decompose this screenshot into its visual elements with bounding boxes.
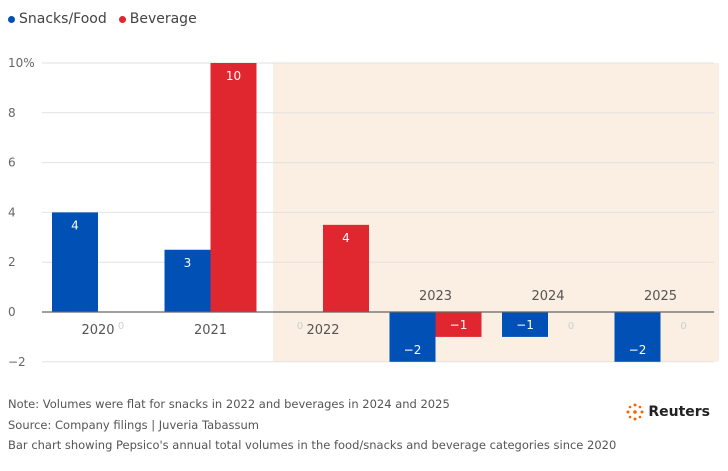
y-tick-label: 4 xyxy=(8,205,16,219)
x-tick-label: 2021 xyxy=(194,323,227,338)
reuters-logo: Reuters xyxy=(626,403,710,421)
x-tick-label: 2024 xyxy=(531,289,564,304)
x-tick-label: 2023 xyxy=(419,289,452,304)
data-label: 4 xyxy=(342,231,350,245)
data-label: −2 xyxy=(629,343,647,357)
x-tick-label: 2020 xyxy=(81,323,114,338)
chart-description: Bar chart showing Pepsico's annual total… xyxy=(8,438,617,452)
bar-chart: −2 0 2 4 6 8 10% 4 3 0 −2 −1 −2 0 10 4 −1 0 0 2020 2021 2022 2… xyxy=(8,56,719,369)
chart-source: Source: Company filings | Juveria Tabass… xyxy=(8,418,259,432)
data-label: −1 xyxy=(450,318,468,332)
bar xyxy=(389,312,436,362)
bar xyxy=(614,312,661,362)
zero-value-label: 0 xyxy=(680,321,686,332)
legend-label-beverage: Beverage xyxy=(129,11,197,27)
bar xyxy=(323,224,369,312)
data-label: 10 xyxy=(226,69,241,83)
data-label: 4 xyxy=(71,218,79,232)
reuters-logo-text: Reuters xyxy=(648,404,710,420)
chart-note: Note: Volumes were flat for snacks in 20… xyxy=(8,397,450,411)
beverage-color-swatch xyxy=(118,15,126,23)
zero-value-label: 0 xyxy=(118,321,124,332)
legend-item-beverage: Beverage xyxy=(118,11,197,27)
data-label: −1 xyxy=(516,318,534,332)
bar xyxy=(435,312,482,337)
data-label: 3 xyxy=(184,256,192,270)
snacks-color-swatch xyxy=(8,15,15,23)
y-tick-label: 0 xyxy=(8,305,16,319)
y-tick-label: 6 xyxy=(8,156,16,170)
x-tick-label: 2022 xyxy=(306,323,339,338)
y-tick-label: 8 xyxy=(8,106,16,120)
bar xyxy=(164,249,211,312)
y-tick-label: 2 xyxy=(8,255,16,269)
reuters-logo-icon xyxy=(626,403,644,421)
legend-item-snacks: Snacks/Food xyxy=(8,11,107,27)
legend: Snacks/Food Beverage xyxy=(8,11,197,27)
zero-value-label: 0 xyxy=(568,321,574,332)
y-tick-label: −2 xyxy=(8,355,26,369)
y-tick-label: 10% xyxy=(8,56,35,70)
legend-label-snacks: Snacks/Food xyxy=(19,11,107,27)
bar xyxy=(210,63,257,312)
x-tick-label: 2025 xyxy=(644,289,677,304)
bar xyxy=(502,312,548,337)
zero-value-label: 0 xyxy=(297,321,303,332)
data-label: −2 xyxy=(404,343,422,357)
bar xyxy=(52,212,98,312)
